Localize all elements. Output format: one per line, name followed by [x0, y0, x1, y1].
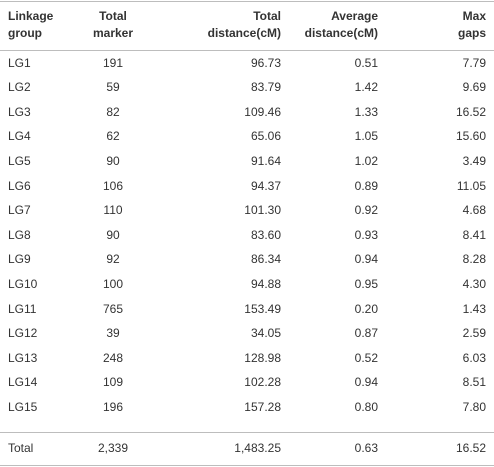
table-cell: 153.49	[244, 301, 281, 316]
rule	[0, 1, 494, 2]
table-cell: LG9	[8, 252, 31, 267]
table-cell: 0.94	[354, 252, 378, 267]
table-cell: 0.51	[354, 55, 378, 70]
table-cell: LG12	[8, 326, 38, 341]
header-cell: Average distance(cM)	[304, 9, 378, 40]
table-cell: LG15	[8, 399, 38, 414]
table-cell: 0.87	[354, 326, 378, 341]
table-cell: 0.52	[354, 350, 378, 365]
table-cell: 4.68	[462, 203, 486, 218]
table-cell: 90	[106, 227, 120, 242]
table-cell: 0.20	[354, 301, 378, 316]
table-cell: 0.93	[354, 227, 378, 242]
table-cell: 15.60	[455, 129, 486, 144]
table-cell: 3.49	[462, 153, 486, 168]
table-cell: 109.46	[244, 104, 281, 119]
table-cell: 0.80	[354, 399, 378, 414]
table-cell: 0.94	[354, 375, 378, 390]
table-cell: 16.52	[455, 104, 486, 119]
table-cell: LG3	[8, 104, 31, 119]
header-cell: Total marker	[92, 9, 134, 40]
table-cell: 100	[102, 276, 124, 291]
table-cell: 65.06	[250, 129, 281, 144]
table-cell: LG5	[8, 153, 31, 168]
table-cell: 82	[106, 104, 120, 119]
table-cell: LG1	[8, 55, 31, 70]
table-cell: LG6	[8, 178, 31, 193]
total-cell: 2,339	[97, 440, 129, 455]
table-cell: 248	[102, 350, 124, 365]
table-cell: 765	[102, 301, 124, 316]
table-cell: 0.95	[354, 276, 378, 291]
table-cell: 34.05	[250, 326, 281, 341]
table-cell: 91.64	[250, 153, 281, 168]
table-cell: 8.28	[462, 252, 486, 267]
header-cell: Max gaps	[457, 9, 486, 40]
table-cell: 1.42	[354, 80, 378, 95]
table-cell: LG13	[8, 350, 38, 365]
table-cell: 1.43	[462, 301, 486, 316]
table-cell: 83.79	[250, 80, 281, 95]
table-cell: LG4	[8, 129, 31, 144]
table-cell: 102.28	[244, 375, 281, 390]
table-cell: 1.05	[354, 129, 378, 144]
table-cell: LG11	[8, 301, 37, 316]
table-cell: 8.41	[462, 227, 486, 242]
table-cell: 96.73	[250, 55, 281, 70]
table-cell: 1.33	[354, 104, 378, 119]
total-cell: Total	[8, 440, 34, 455]
total-cell: 1,483.25	[234, 440, 281, 455]
table-cell: 9.69	[462, 80, 486, 95]
table-cell: 2.59	[462, 326, 486, 341]
table-cell: 7.79	[462, 55, 486, 70]
table-cell: 8.51	[462, 375, 486, 390]
table-cell: 94.88	[250, 276, 281, 291]
table-cell: 86.34	[250, 252, 281, 267]
table-cell: 6.03	[462, 350, 486, 365]
table-cell: 1.02	[354, 153, 378, 168]
table-cell: LG10	[8, 276, 38, 291]
table-cell: 196	[102, 399, 124, 414]
table-cell: 109	[102, 375, 124, 390]
table-cell: 39	[106, 326, 120, 341]
table-cell: 191	[102, 55, 124, 70]
table-cell: 59	[106, 80, 120, 95]
table-cell: 110	[103, 203, 123, 218]
table-cell: 11.05	[456, 178, 486, 193]
rule	[0, 465, 494, 466]
table-cell: 4.30	[462, 276, 486, 291]
table-cell: LG2	[8, 80, 31, 95]
table-cell: 0.89	[354, 178, 378, 193]
total-cell: 16.52	[455, 440, 486, 455]
header-cell: Total distance(cM)	[207, 9, 281, 40]
table-cell: 90	[106, 153, 120, 168]
table-cell: 128.98	[244, 350, 281, 365]
table-cell: 0.92	[354, 203, 378, 218]
table-cell: 92	[106, 252, 120, 267]
table-cell: 7.80	[462, 399, 486, 414]
table-cell: LG8	[8, 227, 31, 242]
table-cell: LG14	[8, 375, 38, 390]
table-cell: 94.37	[250, 178, 281, 193]
total-cell: 0.63	[354, 440, 378, 455]
rule	[0, 432, 494, 433]
table-cell: 101.30	[244, 203, 281, 218]
table-cell: 106	[102, 178, 124, 193]
table-cell: 83.60	[250, 227, 281, 242]
rule	[0, 50, 494, 51]
table-cell: 157.28	[244, 399, 281, 414]
table-cell: 62	[106, 129, 120, 144]
header-cell: Linkage group	[8, 9, 54, 40]
table-cell: LG7	[8, 203, 31, 218]
